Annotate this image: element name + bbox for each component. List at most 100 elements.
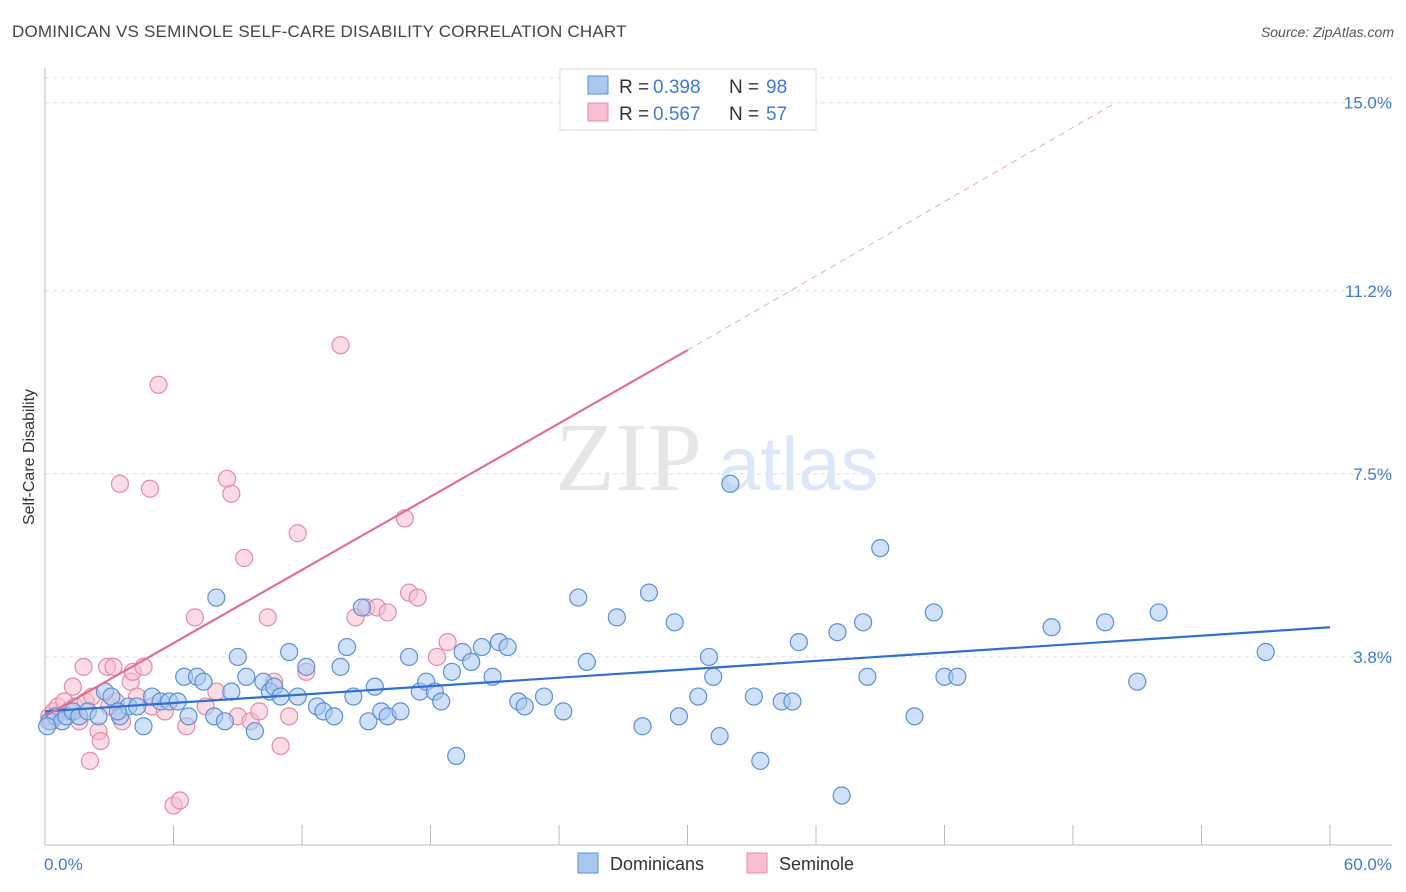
dominicans-point-72 [689, 687, 708, 706]
dominicans-point-80 [783, 692, 802, 711]
seminole-point-16 [104, 657, 123, 676]
dominicans-point-82 [828, 623, 847, 642]
seminole-point-37 [235, 548, 254, 568]
dominicans-point-40 [337, 637, 357, 657]
x-tick-label-max: 60.0% [1344, 855, 1392, 874]
seminole-point-24 [140, 479, 160, 498]
dominicans-point-56 [462, 652, 481, 672]
dominicans-point-21 [194, 672, 213, 691]
legend-dominicans-swatch [577, 852, 599, 874]
dominicans-point-84 [854, 613, 873, 632]
trend-lines [44, 102, 1331, 718]
legend-r-label-blue: R = [619, 77, 649, 98]
dominicans-point-94 [1149, 603, 1168, 622]
legend-seminole-label: Seminole [779, 854, 854, 874]
seminole-point-8 [74, 657, 93, 676]
seminole-point-44 [288, 524, 307, 543]
dominicans-point-77 [744, 687, 763, 706]
seminole-trend-extension [687, 102, 1117, 351]
dominicans-point-71 [669, 707, 689, 726]
chart-title: DOMINICAN VS SEMINOLE SELF-CARE DISABILI… [12, 22, 627, 41]
dominicans-point-60 [498, 637, 517, 657]
legend-dominicans-label: Dominicans [610, 854, 704, 874]
dominicans-point-33 [280, 642, 299, 662]
seminole-point-40 [258, 608, 277, 627]
dominicans-point-23 [207, 588, 226, 607]
seminole-point-50 [378, 603, 397, 622]
stats-legend: R = 0.398 N = 98 R = 0.567 N = 57 [559, 68, 817, 131]
seminole-point-5 [63, 677, 82, 696]
dominicans-trend-line [44, 626, 1331, 713]
legend-n-label-blue: N = [729, 77, 759, 98]
dominicans-point-64 [554, 702, 573, 721]
seminole-trend-line [44, 349, 689, 718]
y-tick-label-0: 3.8% [1353, 648, 1392, 667]
dominicans-point-68 [633, 717, 652, 736]
dominicans-point-87 [905, 707, 924, 726]
seminole-point-13 [91, 731, 110, 751]
legend-swatch-pink [587, 102, 609, 122]
dominicans-point-25 [222, 682, 241, 701]
dominicans-point-92 [1096, 613, 1115, 632]
dominicans-point-73 [699, 647, 719, 667]
dominicans-point-42 [352, 598, 372, 617]
legend-r-label-pink: R = [619, 104, 649, 125]
dominicans-point-81 [789, 633, 808, 652]
seminole-point-54 [427, 647, 447, 667]
y-tick-label-1: 7.5% [1353, 465, 1392, 484]
dominicans-point-54 [447, 746, 466, 766]
dominicans-point-95 [1256, 642, 1275, 662]
watermark-atlas: atlas [718, 422, 879, 507]
seminole-point-46 [331, 336, 350, 355]
dominicans-point-83 [832, 786, 851, 805]
dominicans-point-70 [665, 613, 684, 632]
source-label: Source: ZipAtlas.com [1260, 24, 1394, 40]
seminole-point-42 [271, 736, 290, 756]
dominicans-points [38, 474, 1275, 805]
seminole-point-31 [185, 608, 205, 627]
dominicans-point-78 [751, 751, 770, 770]
dominicans-point-35 [297, 657, 316, 676]
dominicans-point-27 [237, 667, 256, 686]
dominicans-point-13 [134, 717, 153, 736]
dominicans-point-88 [924, 603, 943, 622]
legend-r-value-pink: 0.567 [653, 104, 701, 125]
dominicans-point-93 [1128, 672, 1147, 691]
seminole-point-53 [408, 588, 427, 607]
dominicans-point-62 [515, 697, 534, 716]
dominicans-point-39 [331, 657, 350, 676]
dominicans-point-47 [391, 702, 410, 721]
y-axis-title: Self-Care Disability [21, 389, 38, 525]
dominicans-point-34 [288, 687, 307, 706]
series-legend: Dominicans Seminole [577, 852, 854, 874]
gridlines [45, 77, 1392, 658]
legend-n-value-pink: 57 [766, 104, 787, 125]
dominicans-point-44 [365, 677, 384, 696]
dominicans-point-7 [89, 707, 108, 726]
dominicans-point-85 [858, 667, 877, 686]
dominicans-point-75 [710, 727, 729, 746]
seminole-point-29 [170, 791, 190, 810]
legend-r-value-blue: 0.398 [653, 77, 701, 98]
dominicans-point-65 [569, 588, 588, 607]
dominicans-point-52 [432, 692, 451, 711]
dominicans-point-19 [179, 707, 198, 726]
seminole-point-55 [438, 633, 457, 652]
dominicans-point-66 [577, 652, 596, 672]
dominicans-point-91 [1042, 618, 1061, 637]
legend-swatch-blue [587, 75, 609, 95]
dominicans-point-86 [871, 538, 890, 558]
dominicans-point-26 [228, 647, 247, 667]
legend-n-value-blue: 98 [766, 77, 787, 98]
x-tick-label-min: 0.0% [44, 855, 83, 874]
dominicans-point-76 [721, 474, 740, 493]
seminole-points [40, 336, 457, 815]
dominicans-point-24 [215, 712, 234, 731]
dominicans-point-74 [704, 667, 723, 686]
seminole-point-43 [280, 707, 299, 726]
dominicans-point-28 [245, 722, 264, 741]
dominicans-point-53 [442, 662, 462, 681]
y-tick-labels: 3.8% 7.5% 11.2% 15.0% [1344, 94, 1392, 667]
dominicans-point-90 [948, 667, 967, 686]
